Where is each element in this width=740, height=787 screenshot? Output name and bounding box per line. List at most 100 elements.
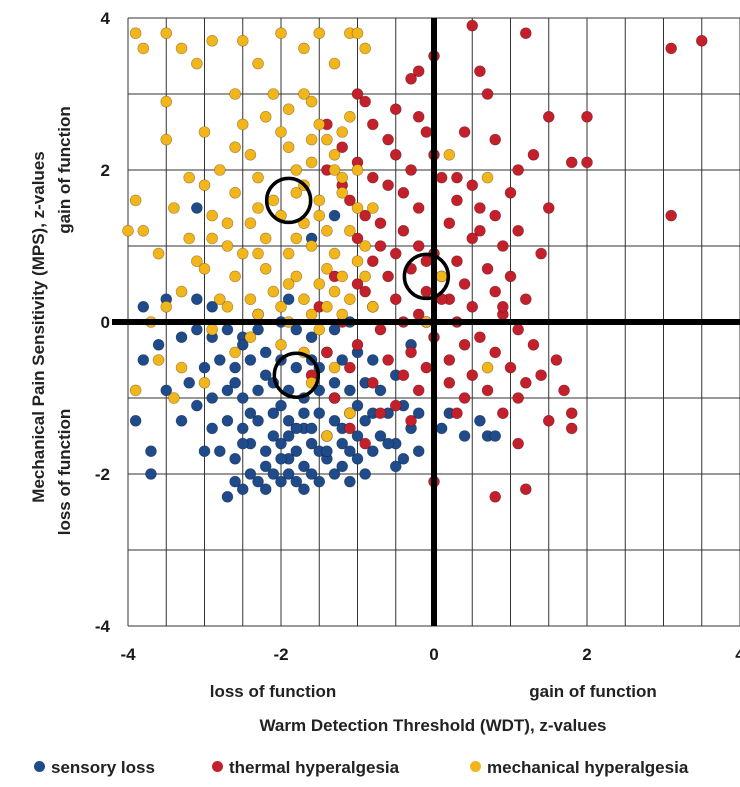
- data-point: [275, 452, 287, 465]
- data-point: [397, 369, 410, 382]
- data-point: [229, 475, 241, 488]
- data-point: [497, 300, 509, 313]
- data-point: [252, 384, 264, 397]
- data-point: [152, 354, 165, 366]
- data-point: [451, 194, 463, 207]
- data-point: [290, 475, 303, 488]
- data-point: [275, 399, 287, 412]
- data-point: [290, 232, 303, 245]
- data-point: [405, 164, 417, 176]
- data-point: [137, 354, 150, 366]
- data-point: [366, 445, 379, 458]
- data-point: [152, 338, 165, 351]
- data-point: [137, 300, 150, 313]
- y-tick-label: 2: [101, 161, 110, 180]
- data-points: [122, 19, 708, 503]
- x-tick-label: 2: [582, 645, 591, 664]
- data-point: [214, 445, 226, 458]
- x-tick-label: 0: [429, 645, 438, 664]
- y-tick-label: -2: [95, 465, 110, 484]
- data-point: [160, 27, 173, 40]
- data-point: [298, 42, 310, 55]
- data-point: [305, 331, 318, 344]
- data-point: [397, 225, 410, 237]
- data-point: [206, 392, 218, 404]
- data-point: [275, 27, 287, 40]
- data-point: [152, 247, 165, 260]
- data-point: [420, 285, 433, 298]
- data-point: [298, 460, 310, 473]
- data-point: [298, 483, 310, 496]
- data-point: [443, 376, 456, 389]
- data-point: [198, 179, 211, 191]
- data-point: [282, 247, 295, 260]
- data-point: [405, 414, 417, 427]
- data-point: [489, 133, 502, 146]
- data-point: [344, 384, 356, 397]
- data-point: [351, 430, 364, 442]
- data-point: [221, 240, 234, 252]
- data-point: [359, 209, 371, 222]
- data-point: [351, 202, 364, 214]
- data-point: [504, 270, 517, 283]
- data-point: [374, 384, 387, 397]
- data-point: [198, 126, 211, 138]
- data-point: [344, 422, 356, 435]
- data-point: [519, 483, 532, 496]
- data-point: [366, 255, 379, 268]
- data-point: [374, 430, 387, 442]
- data-point: [229, 141, 241, 153]
- data-point: [183, 376, 195, 389]
- data-point: [175, 285, 188, 298]
- data-point: [542, 111, 555, 123]
- data-point: [474, 202, 486, 214]
- legend-label: thermal hyperalgesia: [229, 758, 400, 777]
- data-point: [336, 126, 349, 138]
- data-point: [290, 445, 303, 458]
- data-point: [175, 414, 188, 427]
- data-point: [313, 407, 326, 420]
- data-point: [129, 384, 142, 397]
- data-point: [359, 240, 371, 252]
- data-point: [558, 384, 570, 397]
- data-point: [458, 126, 471, 138]
- data-point: [366, 202, 379, 214]
- data-point: [565, 407, 578, 420]
- data-point: [382, 179, 394, 191]
- data-point: [366, 376, 379, 389]
- data-point: [259, 232, 272, 245]
- data-point: [298, 293, 310, 306]
- data-point: [145, 445, 157, 458]
- data-point: [221, 414, 234, 427]
- data-point: [397, 187, 410, 199]
- data-point: [244, 354, 257, 366]
- data-point: [321, 430, 333, 442]
- centroid-marker: [402, 252, 451, 301]
- data-point: [359, 42, 371, 55]
- data-point: [344, 293, 356, 306]
- data-point: [512, 225, 524, 237]
- data-point: [321, 300, 333, 313]
- data-point: [512, 164, 524, 176]
- data-point: [489, 209, 502, 222]
- data-point: [321, 445, 333, 458]
- data-point: [443, 149, 456, 161]
- data-point: [389, 103, 402, 115]
- data-point: [351, 278, 364, 290]
- data-point: [221, 323, 234, 336]
- data-point: [321, 262, 333, 275]
- data-point: [206, 323, 218, 336]
- data-point: [198, 445, 211, 458]
- data-point: [344, 361, 356, 374]
- data-point: [512, 323, 524, 336]
- data-point: [313, 475, 326, 488]
- data-point: [214, 164, 226, 176]
- data-point: [259, 111, 272, 123]
- data-point: [236, 247, 249, 260]
- data-point: [412, 384, 425, 397]
- data-point: [542, 414, 555, 427]
- x-tick-label: 4: [735, 645, 740, 664]
- data-point: [474, 225, 486, 237]
- data-point: [229, 346, 241, 359]
- data-point: [267, 407, 280, 420]
